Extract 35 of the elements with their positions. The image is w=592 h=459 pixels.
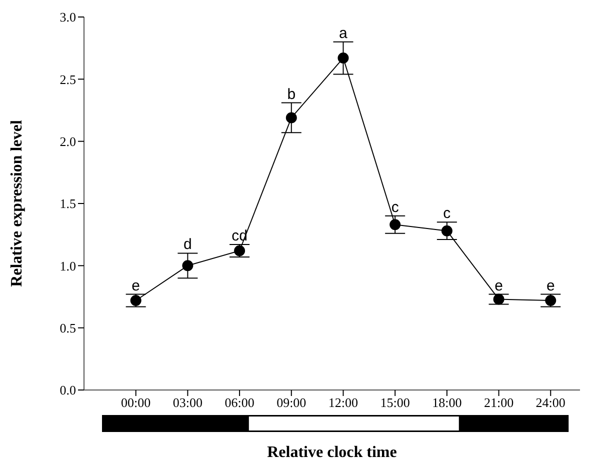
x-tick-label: 03:00 [172, 395, 203, 410]
x-tick-label: 18:00 [432, 395, 462, 410]
point [182, 260, 194, 272]
y-tick-label: 3.0 [60, 10, 76, 25]
x-axis-title: Relative clock time [267, 444, 397, 459]
x-tick-label: 09:00 [276, 395, 306, 410]
y-tick-label: 2.0 [60, 134, 76, 149]
y-tick-label: 0.5 [60, 320, 76, 336]
point [130, 294, 142, 306]
annotation: b [287, 86, 296, 103]
annotation: c [391, 198, 400, 216]
x-tick-label: 06:00 [224, 395, 254, 410]
point [545, 294, 556, 306]
annotation: e [494, 277, 503, 294]
y-tick-label: 1.5 [60, 196, 76, 212]
annotation: a [339, 24, 348, 42]
point [286, 112, 297, 124]
point [441, 225, 452, 236]
x-tick-label: 15:00 [380, 395, 410, 410]
y-tick-label: 2.5 [60, 72, 76, 87]
point [338, 52, 349, 64]
x-tick-label: 00:00 [121, 395, 151, 410]
annotation: e [546, 277, 555, 294]
point [390, 219, 401, 230]
annotation: d [184, 236, 192, 254]
y-tick-label: 1.0 [60, 258, 76, 274]
annotation: e [132, 277, 140, 294]
point [234, 245, 246, 256]
point [493, 294, 504, 305]
y-axis-title: Relative expression level [8, 120, 26, 287]
annotation: c [443, 205, 452, 222]
y-tick-label: 0.0 [60, 382, 76, 398]
x-tick-label: 12:00 [328, 395, 358, 410]
x-tick-label: 21:00 [484, 395, 514, 410]
x-tick-label: 24:00 [536, 395, 566, 410]
